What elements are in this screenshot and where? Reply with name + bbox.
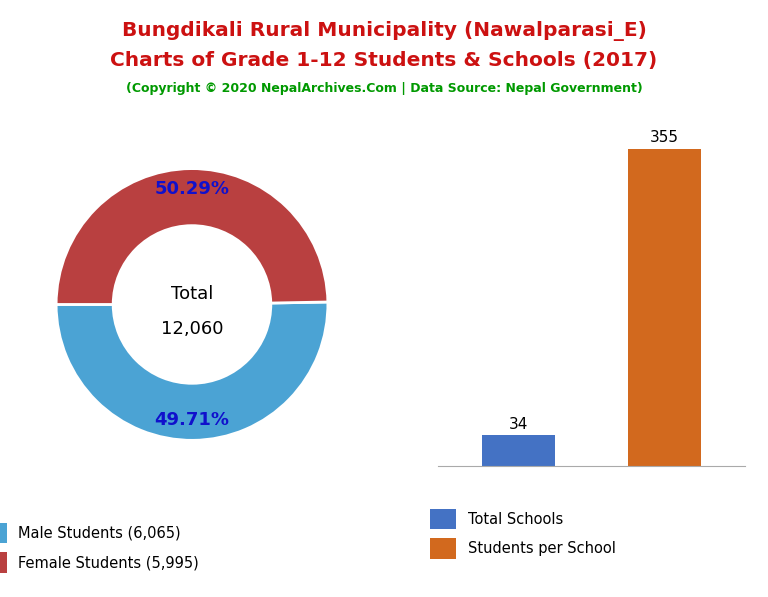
Text: 50.29%: 50.29% [154, 180, 230, 198]
Text: 49.71%: 49.71% [154, 411, 230, 429]
Bar [628, 149, 701, 466]
Text: Charts of Grade 1-12 Students & Schools (2017): Charts of Grade 1-12 Students & Schools … [111, 51, 657, 70]
Text: 12,060: 12,060 [161, 320, 223, 338]
Text: 355: 355 [650, 130, 679, 145]
Text: Bungdikali Rural Municipality (Nawalparasi_E): Bungdikali Rural Municipality (Nawalpara… [121, 21, 647, 41]
Text: (Copyright © 2020 NepalArchives.Com | Data Source: Nepal Government): (Copyright © 2020 NepalArchives.Com | Da… [126, 82, 642, 96]
Text: Total: Total [170, 285, 214, 303]
Text: 34: 34 [508, 417, 528, 432]
Wedge shape [56, 302, 328, 441]
Wedge shape [56, 168, 328, 304]
Legend: Total Schools, Students per School: Total Schools, Students per School [429, 509, 615, 559]
Bar [482, 435, 554, 466]
Legend: Male Students (6,065), Female Students (5,995): Male Students (6,065), Female Students (… [0, 523, 199, 573]
